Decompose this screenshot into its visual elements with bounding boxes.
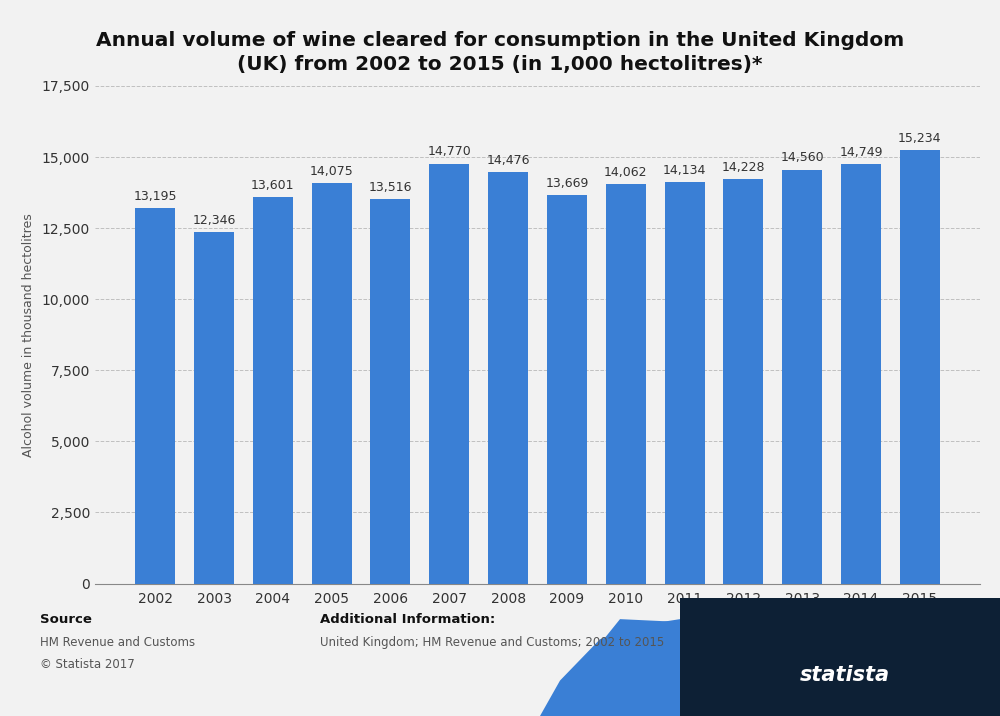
Text: 13,601: 13,601 xyxy=(251,179,295,192)
Bar xyxy=(135,208,175,584)
Text: 13,516: 13,516 xyxy=(369,181,412,194)
Text: 14,228: 14,228 xyxy=(722,161,765,174)
Text: statista: statista xyxy=(800,664,890,684)
Polygon shape xyxy=(540,619,680,716)
Bar xyxy=(606,184,646,584)
Bar xyxy=(723,179,763,584)
Bar xyxy=(900,150,940,584)
Text: 14,134: 14,134 xyxy=(663,163,706,177)
Bar xyxy=(312,183,352,584)
Text: 14,770: 14,770 xyxy=(427,145,471,158)
Polygon shape xyxy=(550,619,670,716)
Bar xyxy=(665,182,705,584)
Bar xyxy=(429,163,469,584)
Text: 12,346: 12,346 xyxy=(192,214,236,228)
Text: 14,075: 14,075 xyxy=(310,165,354,178)
Text: Annual volume of wine cleared for consumption in the United Kingdom: Annual volume of wine cleared for consum… xyxy=(96,31,904,49)
Bar xyxy=(841,164,881,584)
Text: 14,062: 14,062 xyxy=(604,165,647,178)
Text: 14,749: 14,749 xyxy=(839,146,883,159)
Text: Additional Information:: Additional Information: xyxy=(320,613,495,626)
Text: Source: Source xyxy=(40,613,92,626)
Bar xyxy=(547,195,587,584)
Bar xyxy=(488,172,528,584)
FancyBboxPatch shape xyxy=(680,598,1000,716)
Text: 13,669: 13,669 xyxy=(545,177,589,190)
Y-axis label: Alcohol volume in thousand hectolitres: Alcohol volume in thousand hectolitres xyxy=(22,213,35,457)
Text: 13,195: 13,195 xyxy=(133,190,177,203)
Bar xyxy=(194,233,234,584)
Text: 14,476: 14,476 xyxy=(486,154,530,167)
Bar xyxy=(782,170,822,584)
Text: HM Revenue and Customs: HM Revenue and Customs xyxy=(40,637,195,649)
Bar xyxy=(370,199,410,584)
Text: © Statista 2017: © Statista 2017 xyxy=(40,658,135,671)
Text: United Kingdom; HM Revenue and Customs; 2002 to 2015: United Kingdom; HM Revenue and Customs; … xyxy=(320,637,664,649)
Bar xyxy=(253,197,293,584)
Text: (UK) from 2002 to 2015 (in 1,000 hectolitres)*: (UK) from 2002 to 2015 (in 1,000 hectoli… xyxy=(237,55,763,74)
Text: 15,234: 15,234 xyxy=(898,132,942,145)
Text: 14,560: 14,560 xyxy=(780,151,824,165)
